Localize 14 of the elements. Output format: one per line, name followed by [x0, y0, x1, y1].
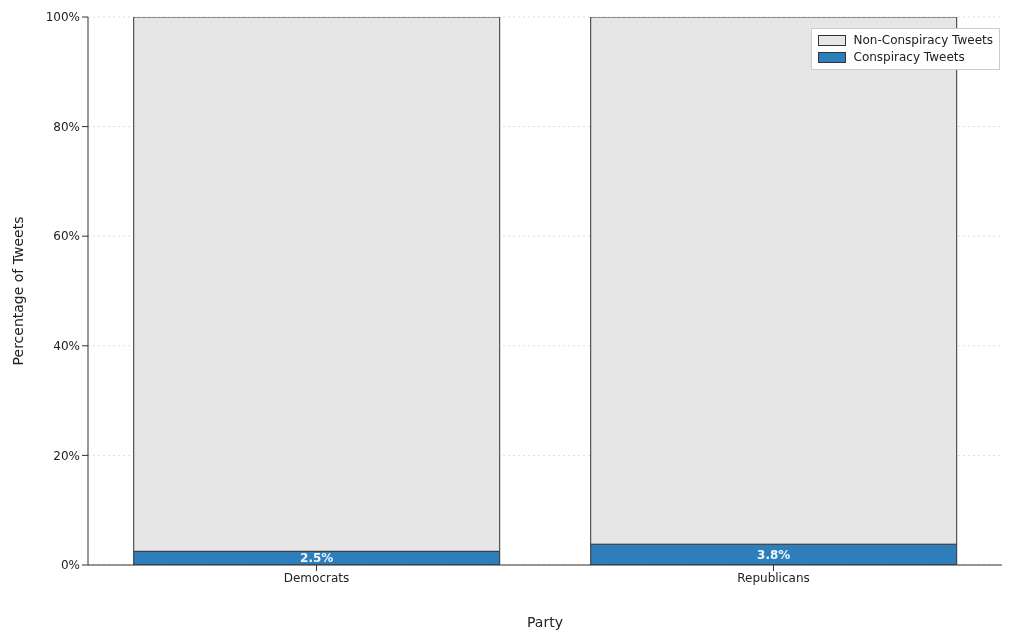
y-tick-label: 40%: [53, 339, 80, 354]
legend-label: Non-Conspiracy Tweets: [853, 32, 993, 49]
y-tick-label: 100%: [45, 10, 80, 25]
y-tick-label: 0%: [60, 558, 80, 573]
x-tick-label: Democrats: [283, 570, 350, 585]
data-label: 3.8%: [757, 547, 791, 562]
data-label: 2.5%: [300, 551, 334, 566]
x-axis-title: Party: [527, 614, 563, 630]
y-axis-title: Percentage of Tweets: [9, 216, 26, 366]
y-tick-label: 80%: [53, 119, 80, 134]
x-tick-label: Republicans: [737, 570, 810, 585]
y-tick-label: 20%: [53, 448, 80, 463]
legend-label: Conspiracy Tweets: [853, 49, 965, 66]
y-tick-label: 60%: [53, 229, 80, 244]
